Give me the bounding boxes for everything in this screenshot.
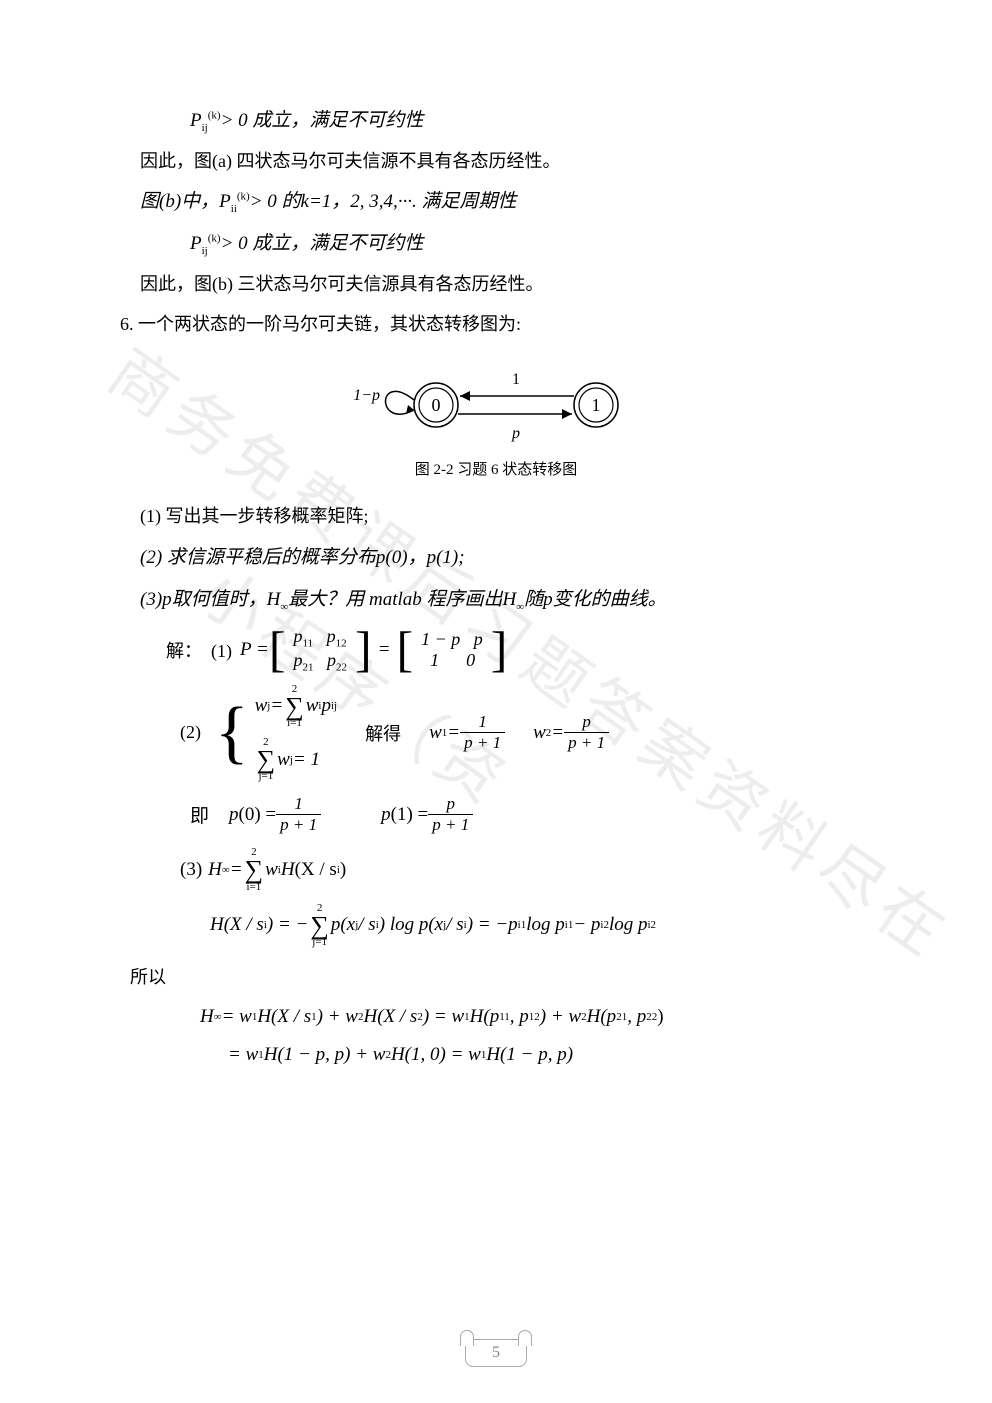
state-diagram: 0 1 1−p 1 p [336, 360, 656, 450]
solution-2-result: 即 p(0) = 1p + 1 p(1) = pp + 1 [190, 794, 872, 835]
expr-pij-2: Pij(k) > 0 成立，满足不可约性 [190, 223, 872, 265]
svg-text:0: 0 [432, 395, 441, 415]
page-footer: 5 [465, 1339, 527, 1367]
svg-text:1: 1 [592, 395, 601, 415]
final-eq-2: = w1 H(1 − p, p) + w2 H(1, 0) = w1 H(1 −… [228, 1044, 872, 1066]
svg-text:p: p [511, 425, 520, 442]
solution-1-matrix: 解： (1) P = [ p11 p12 p21 p22 ] = [ 1 − p… [166, 626, 872, 673]
solution-3-hinf: (3) H∞ = 2∑i=1 wi H(X / si) [180, 847, 872, 892]
expr-pij-1: Pij(k) > 0 成立，满足不可约性 [190, 100, 872, 142]
svg-text:1−p: 1−p [353, 387, 380, 404]
final-eq-1: H∞ = w1 H(X / s1) + w2 H(X / s2) = w1 H(… [200, 1006, 872, 1028]
question-6: 6. 一个两状态的一阶马尔可夫链，其状态转移图为: [120, 305, 872, 345]
solution-3-hxs: H(X / si) = − 2∑j=1 p(xj / si ) log p(xj… [210, 903, 872, 948]
page-number: 5 [492, 1344, 500, 1361]
solution-2-system: (2) { wj = 2∑i=1 wi pij 2∑j=1 wj = 1 解得 … [180, 684, 872, 783]
text-conclusion-b: 因此，图(b) 三状态马尔可夫信源具有各态历经性。 [140, 265, 872, 305]
sub-q2: (2) 求信源平稳后的概率分布 p(0)，p(1); [140, 537, 872, 579]
text-fig-b: 图(b)中， Pii(k) > 0 的 k=1，2, 3,4,···. 满足周期… [140, 181, 872, 223]
text-conclusion-a: 因此，图(a) 四状态马尔可夫信源不具有各态历经性。 [140, 142, 872, 182]
page-content: Pij(k) > 0 成立，满足不可约性 因此，图(a) 四状态马尔可夫信源不具… [0, 0, 992, 1134]
svg-text:1: 1 [512, 371, 520, 388]
text-suoyi: 所以 [130, 958, 872, 998]
sub-q1: (1) 写出其一步转移概率矩阵; [140, 497, 872, 537]
figure-caption: 图 2-2 习题 6 状态转移图 [120, 458, 872, 479]
sub-q3: (3) p 取何值时， H∞ 最大？用 matlab 程序画出 H∞ 随 p 变… [140, 579, 872, 621]
